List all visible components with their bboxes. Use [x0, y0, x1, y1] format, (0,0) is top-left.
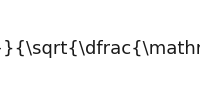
Text: \mathrm{SAR} = \dfrac{\mathrm{Na}^{+1}}{\sqrt{\dfrac{\mathrm{Ca}^{+2} + \mathrm{: \mathrm{SAR} = \dfrac{\mathrm{Na}^{+1}}{…: [0, 40, 200, 59]
